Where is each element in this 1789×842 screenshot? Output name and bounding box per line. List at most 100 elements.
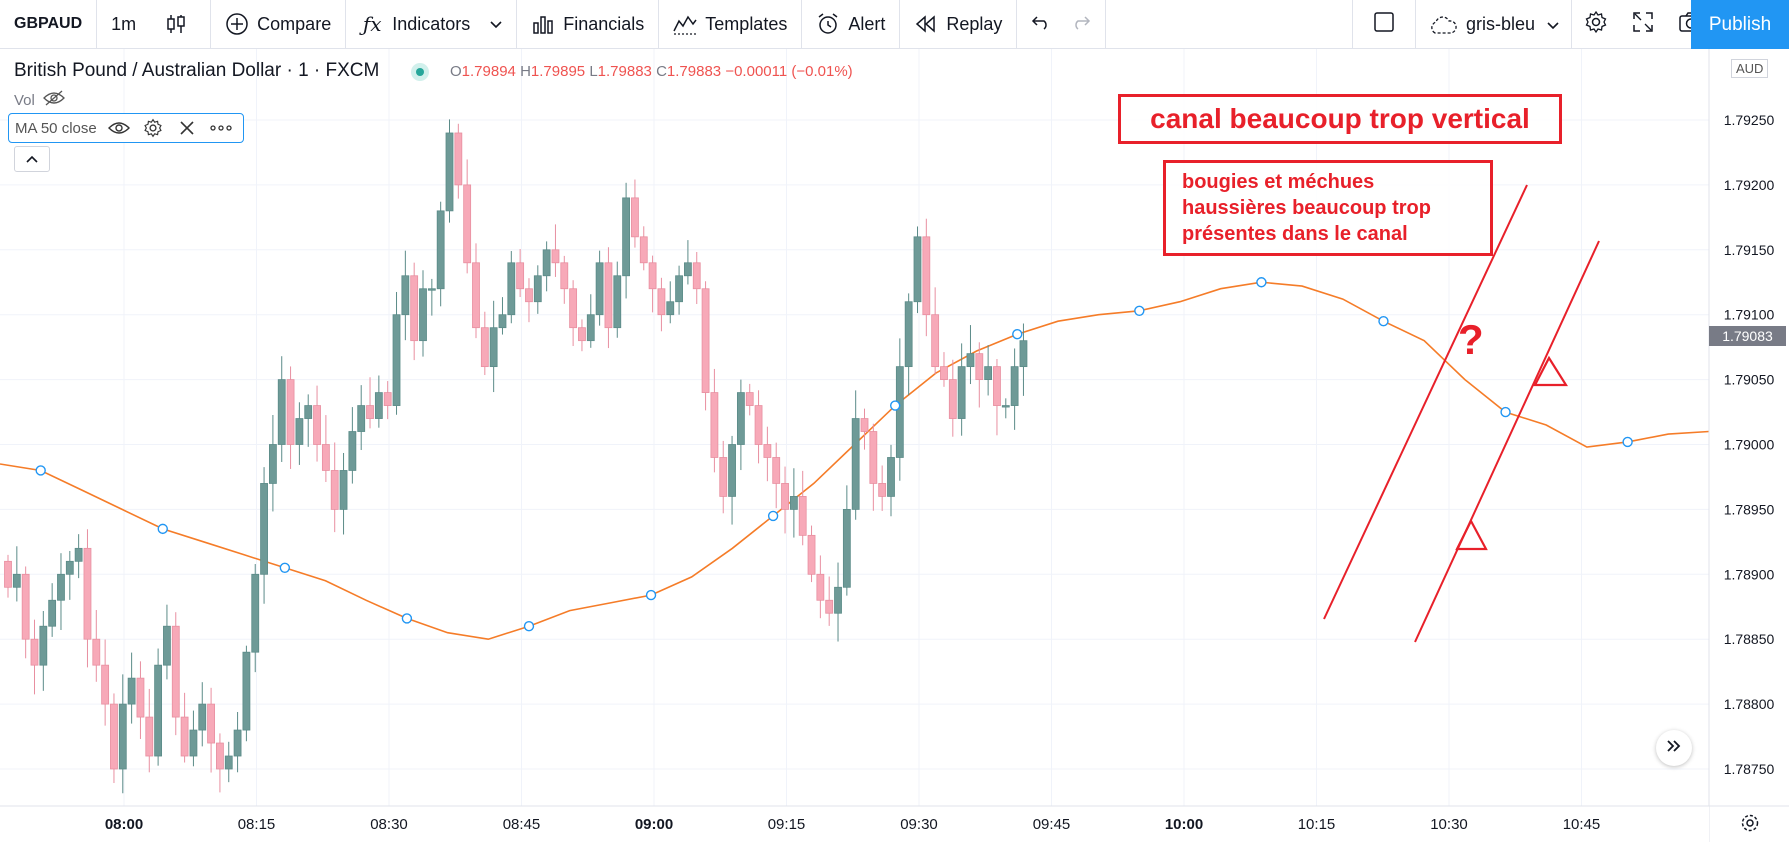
candle-up — [304, 405, 313, 419]
candle-down — [578, 327, 586, 342]
price-tick-label: 1.79150 — [1724, 242, 1775, 258]
layout-name: gris-bleu — [1466, 14, 1536, 34]
interval-button[interactable]: 1m — [111, 13, 137, 34]
candle-down — [604, 262, 613, 329]
settings-button[interactable] — [1572, 0, 1620, 49]
candle-down — [410, 275, 419, 342]
candle-down — [701, 288, 710, 393]
candle-up — [419, 288, 427, 342]
candle-down — [807, 534, 816, 575]
chart-canvas[interactable]: 1.79250 1.79200 1.79150 1.79100 1.79050 1.790… — [0, 49, 1789, 842]
alert-label: Alert — [848, 13, 886, 34]
ma-anchor-point — [523, 621, 535, 632]
high-key: H — [520, 63, 531, 80]
eye-icon[interactable] — [107, 116, 131, 140]
alert-button[interactable]: Alert — [802, 0, 899, 49]
candle-up — [904, 301, 913, 368]
chart-style-button[interactable] — [150, 0, 210, 49]
annotation-note-line: présentes dans le canal — [1182, 223, 1408, 245]
candle-down — [931, 314, 940, 368]
candle-down — [692, 262, 701, 290]
candle-down — [110, 703, 118, 770]
candle-up — [224, 755, 233, 770]
price-tick-label: 1.79100 — [1724, 307, 1775, 323]
annotation-note[interactable]: bougies et méchues haussières beaucoup t… — [1163, 160, 1493, 256]
candle-up — [127, 677, 136, 705]
candle-down — [631, 197, 639, 238]
candle-up — [39, 625, 48, 666]
candle-up — [984, 366, 993, 380]
time-tick-label: 10:15 — [1298, 816, 1336, 833]
templates-button[interactable]: Templates — [659, 0, 801, 49]
candle-down — [330, 470, 339, 510]
candle-down — [321, 444, 330, 471]
candle-up — [736, 392, 745, 445]
candle-up — [957, 366, 966, 419]
candle-up — [542, 249, 551, 277]
price-tick-label: 1.79050 — [1724, 372, 1775, 388]
financials-button[interactable]: Financials — [517, 0, 658, 49]
time-tick-label: 08:15 — [238, 816, 276, 833]
candle-down — [525, 288, 533, 303]
candle-down — [136, 677, 145, 718]
replay-label: Replay — [946, 13, 1003, 34]
plus-circle-icon — [225, 12, 249, 36]
annotation-title[interactable]: canal beaucoup trop vertical — [1118, 94, 1562, 144]
candle-down — [940, 366, 948, 380]
candle-up — [163, 625, 171, 666]
candle-down — [781, 483, 789, 510]
templates-icon — [673, 12, 697, 36]
candle-down — [4, 560, 12, 588]
cloud-icon — [1428, 13, 1458, 37]
replay-button[interactable]: Replay — [900, 0, 1016, 49]
question-mark-annotation[interactable]: ? — [1458, 316, 1484, 363]
ma-anchor-point — [1500, 406, 1511, 418]
undo-button[interactable] — [1017, 0, 1061, 49]
eye-off-icon[interactable] — [42, 90, 65, 110]
candle-up — [613, 275, 622, 329]
axis-settings-gear-icon — [1741, 814, 1759, 832]
publish-button[interactable]: Publish — [1691, 0, 1789, 49]
low-value: 1.79883 — [597, 63, 652, 80]
ma-legend[interactable]: MA 50 close — [8, 113, 244, 143]
candle-down — [869, 431, 878, 484]
close-icon[interactable] — [175, 116, 199, 140]
more-icon[interactable] — [209, 116, 233, 140]
symbol-search-button[interactable]: GBPAUD — [14, 15, 83, 32]
candle-down — [639, 236, 648, 264]
candle-up — [242, 651, 251, 731]
expand-icon — [1632, 11, 1654, 38]
undo-icon — [1031, 14, 1051, 35]
time-axis: 08:00 08:15 08:30 08:45 09:00 09:15 09:30 09:45… — [0, 805, 1789, 842]
candle-up — [498, 314, 507, 329]
gear-icon[interactable] — [141, 116, 165, 140]
financials-label: Financials — [563, 13, 645, 34]
ma-label: MA 50 close — [15, 119, 97, 137]
indicators-button[interactable]: ƒx Indicators — [346, 0, 516, 49]
fullscreen-layout-button[interactable] — [1353, 0, 1415, 49]
collapse-legend-button[interactable] — [14, 146, 50, 172]
candle-down — [975, 353, 984, 381]
candle-up — [427, 288, 436, 291]
open-value: 1.79894 — [461, 63, 516, 80]
price-tick-label: 1.78950 — [1724, 501, 1775, 517]
chart-title: British Pound / Australian Dollar · 1 · … — [14, 60, 380, 81]
redo-button[interactable] — [1061, 0, 1105, 49]
volume-legend: Vol — [14, 90, 65, 110]
currency-label[interactable]: AUD — [1731, 59, 1769, 78]
market-status-icon[interactable] — [411, 63, 429, 81]
candle-up — [357, 405, 366, 432]
time-tick-label: 09:30 — [900, 816, 938, 833]
scroll-to-realtime-button[interactable] — [1656, 730, 1692, 766]
price-tick-label: 1.78750 — [1724, 761, 1775, 777]
time-tick-label: 10:00 — [1165, 816, 1203, 833]
open-key: O — [450, 63, 462, 80]
compare-button[interactable]: Compare — [211, 0, 345, 49]
fullscreen-button[interactable] — [1620, 0, 1666, 49]
layout-save-button[interactable]: gris-bleu — [1416, 0, 1571, 49]
candle-up — [533, 275, 542, 303]
candle-up — [65, 560, 74, 575]
price-tick-label: 1.79000 — [1724, 437, 1775, 453]
channel-line-left — [1323, 184, 1528, 620]
trend-drawings — [1323, 184, 1600, 643]
